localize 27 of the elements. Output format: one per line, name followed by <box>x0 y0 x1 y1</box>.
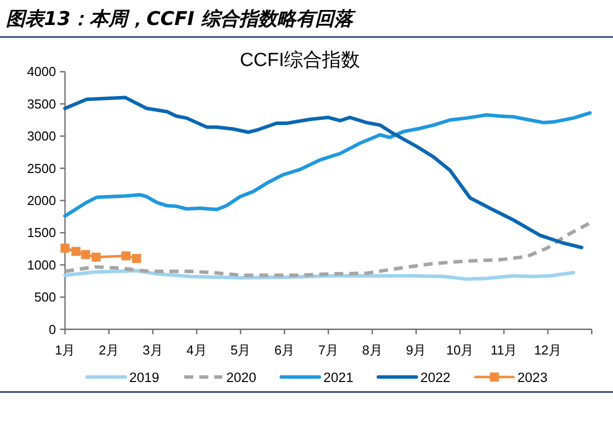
ytick-label: 1000 <box>27 257 56 272</box>
legend-label: 2022 <box>420 370 450 385</box>
legend-label: 2020 <box>226 370 256 385</box>
legend-label: 2019 <box>129 370 160 385</box>
ytick-label: 2500 <box>27 160 56 176</box>
xtick-label: 3月 <box>142 342 163 358</box>
ytick-label: 1500 <box>27 225 56 240</box>
ytick-label: 500 <box>34 290 56 305</box>
xtick-label: 4月 <box>186 342 207 358</box>
xtick-label: 12月 <box>534 342 562 358</box>
xtick-label: 8月 <box>362 342 382 358</box>
xtick-label: 9月 <box>406 342 426 358</box>
ytick-label: 0 <box>48 322 56 337</box>
ytick-label: 3500 <box>27 96 56 112</box>
ytick-label: 3000 <box>27 128 56 144</box>
xtick-label: 2月 <box>98 342 119 358</box>
xtick-label: 5月 <box>230 342 251 358</box>
legend-label: 2021 <box>323 370 354 385</box>
legend-label: 2023 <box>517 370 548 385</box>
subtitle: CCFI综合指数 <box>240 50 360 71</box>
ytick-label: 4000 <box>27 64 56 80</box>
xtick-label: 10月 <box>446 342 474 358</box>
xtick-label: 11月 <box>490 342 518 358</box>
xtick-label: 7月 <box>318 342 338 358</box>
xtick-label: 1月 <box>54 342 76 358</box>
xtick-label: 6月 <box>274 342 295 358</box>
ytick-label: 2000 <box>27 193 56 208</box>
